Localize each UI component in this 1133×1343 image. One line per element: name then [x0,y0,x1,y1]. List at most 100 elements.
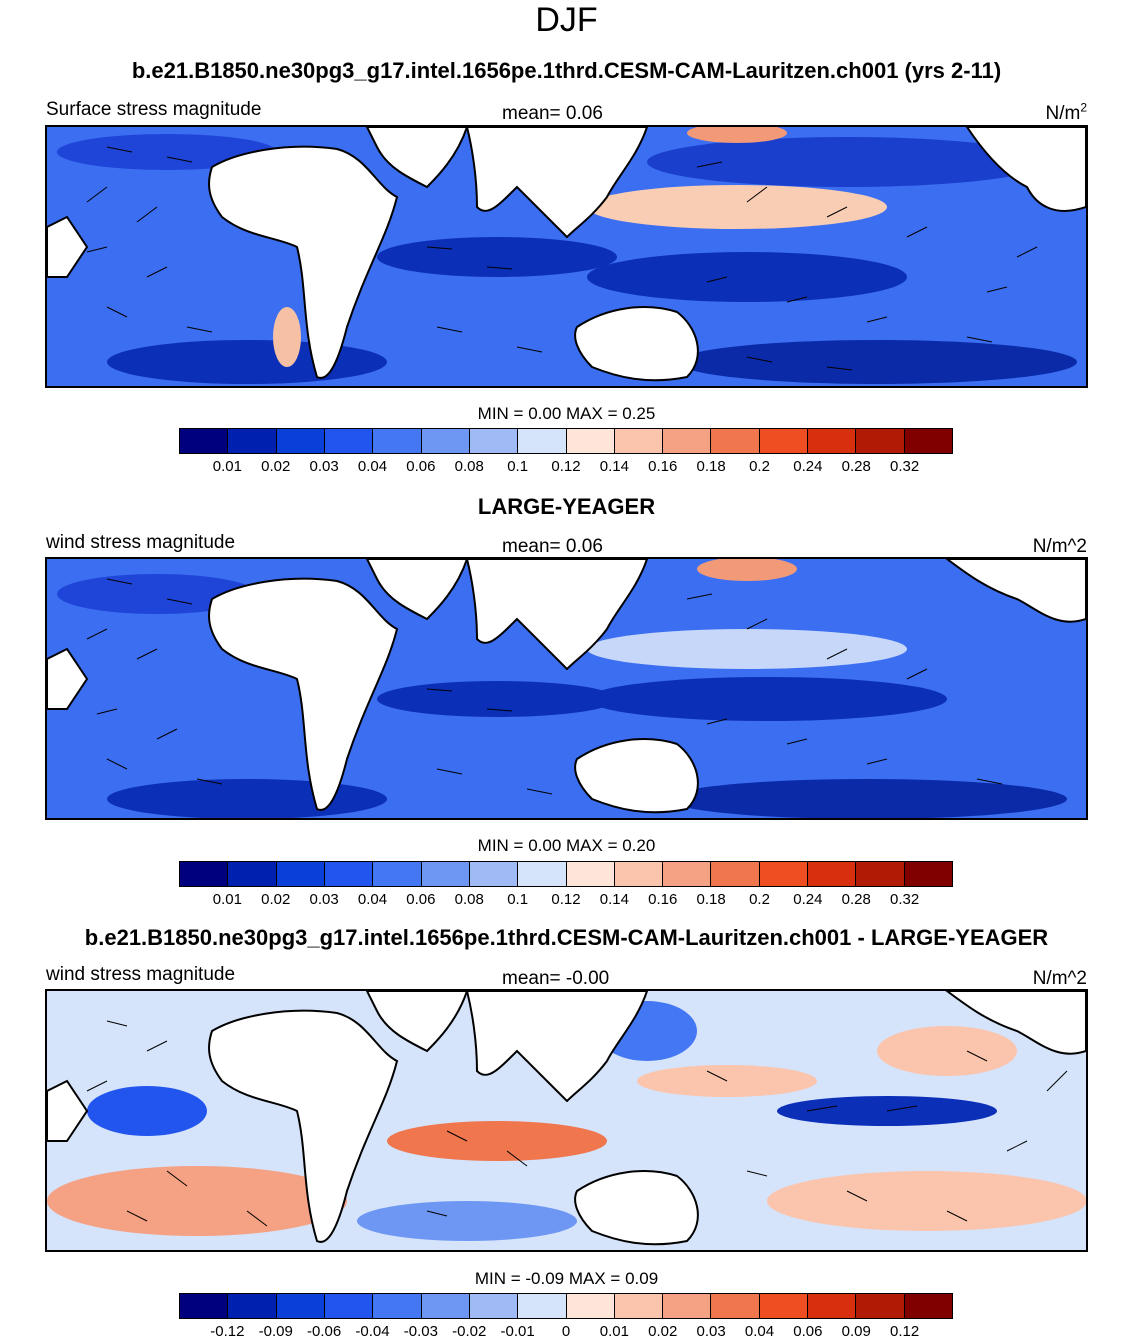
colorbar-tick-label: 0.18 [696,458,726,475]
colorbar-swatch [276,862,325,886]
colorbar-tick-label: -0.03 [403,1323,438,1340]
colorbar-tick-label: 0.08 [454,458,484,475]
colorbar-swatch [276,1294,325,1318]
colorbar-tick-label: -0.12 [210,1323,245,1340]
colorbar-swatch [324,1294,374,1318]
colorbar-tick-label: -0.06 [307,1323,342,1340]
panel-3-field-band [877,1026,1017,1076]
colorbar-tick-label: 0.18 [696,891,726,908]
colorbar-tick-label: 0.02 [648,1323,678,1340]
panel-3-field-band [87,1086,207,1136]
panel-3-field-band [357,1201,577,1241]
panel-2-field-band [107,779,387,818]
panel-2-wind-vectors [86,578,1003,795]
colorbar-tick-label: 0.01 [599,1323,629,1340]
colorbar-swatch [566,429,615,453]
colorbar-swatch [614,1294,664,1318]
colorbar-tick-label: 0.01 [212,891,242,908]
colorbar-tick-label: 0.1 [507,891,529,908]
panel-3-mean-label: mean= -0.00 [502,968,610,989]
colorbar-tick-label: 0.12 [551,458,581,475]
panel-1-title: b.e21.B1850.ne30pg3_g17.intel.1656pe.1th… [131,58,1002,83]
panel-2-americas-landmass [945,559,1086,623]
panel-3-title: b.e21.B1850.ne30pg3_g17.intel.1656pe.1th… [84,925,1049,950]
colorbar-swatch [904,1294,952,1318]
panel-1-americas-landmass [965,127,1086,212]
colorbar-tick-label: 0.02 [261,891,291,908]
colorbar-swatch [808,862,857,886]
colorbar-swatch [518,429,567,453]
colorbar-swatch [469,862,519,886]
colorbar-tick-label: 0 [561,1323,571,1340]
colorbar-tick-label: 0.02 [261,458,291,475]
panel-3-field-band [47,1166,347,1236]
colorbar-swatch [759,1294,809,1318]
panel-3-map [45,989,1088,1252]
colorbar-swatch [228,1294,277,1318]
colorbar-tick-label: 0.03 [309,458,339,475]
colorbar-tick-label: 0.03 [309,891,339,908]
panel-1-field-band [687,127,787,143]
colorbar-tick-label: 0.14 [599,458,629,475]
panel-3-colorbar [179,1293,953,1319]
colorbar-swatch [373,1294,422,1318]
panel-1-australia-landmass [574,306,699,382]
colorbar-tick-label: 0.01 [212,458,242,475]
colorbar-tick-label: 0.14 [599,891,629,908]
panel-2-units-label: N/m^2 [1033,536,1087,558]
colorbar-tick-label: 0.1 [507,458,529,475]
panel-2-map-svg [47,559,1086,818]
panel-2-africa-landmass [208,577,399,811]
colorbar-tick-label: 0.04 [357,891,388,908]
panel-2-colorbar-ticks: 0.01 0.02 0.03 0.04 0.06 0.08 0.1 0.12 0.14 0.16 0… [0,891,1133,911]
colorbar-swatch [614,429,664,453]
colorbar-tick-label: 0.04 [744,1323,775,1340]
colorbar-swatch [808,1294,857,1318]
colorbar-swatch [469,429,519,453]
panel-1-asia-landmass [465,127,649,239]
panel-1-field-band [587,252,907,302]
colorbar-swatch [663,1294,712,1318]
panel-2-asia-landmass [465,559,649,671]
colorbar-tick-label: 0.16 [648,891,678,908]
colorbar-swatch [324,862,374,886]
panel-2-field-band [377,681,617,717]
panel-1-field-band [677,340,1077,384]
panel-2-variable-label: wind stress magnitude [46,532,236,553]
panel-2-field-band [57,574,257,614]
panel-1-wind-vectors [86,146,1038,371]
panel-1-field-band [377,237,617,277]
colorbar-tick-label: 0.06 [406,458,436,475]
colorbar-swatch [324,429,374,453]
colorbar-swatch [518,1294,567,1318]
colorbar-swatch [421,1294,470,1318]
colorbar-tick-label: 0.06 [406,891,436,908]
panel-2-colorbar [179,861,953,887]
panel-2-south-america-landmass [47,647,89,710]
panel-1-field-band [587,185,887,229]
panel-2-units-base: N/m^2 [1032,536,1087,557]
colorbar-tick-label: 0.16 [648,458,678,475]
colorbar-swatch [421,429,470,453]
panel-1-field-band [107,340,387,384]
panel-2-arabia-landmass [365,559,469,621]
panel-3-wind-vectors [86,1020,1068,1227]
panel-2-field-band [587,629,907,669]
colorbar-swatch [711,862,760,886]
page-title: DJF [535,1,598,39]
panel-1-units-exponent: 2 [1080,100,1087,115]
panel-2-australia-landmass [574,738,699,814]
panel-1-south-america-landmass [47,215,89,278]
colorbar-tick-label: 0.12 [551,891,581,908]
colorbar-tick-label: 0.09 [841,1323,871,1340]
colorbar-swatch [614,862,664,886]
colorbar-swatch [663,429,712,453]
panel-1-colorbar [179,428,953,454]
panel-2-mean-label: mean= 0.06 [502,536,603,557]
panel-3-arabia-landmass [365,991,469,1053]
panel-2-min-max: MIN = 0.00 MAX = 0.20 [477,836,656,855]
panel-1-min-max: MIN = 0.00 MAX = 0.25 [477,404,656,423]
colorbar-swatch [228,429,277,453]
colorbar-tick-label: 0.12 [890,1323,920,1340]
colorbar-tick-label: 0.28 [841,458,871,475]
